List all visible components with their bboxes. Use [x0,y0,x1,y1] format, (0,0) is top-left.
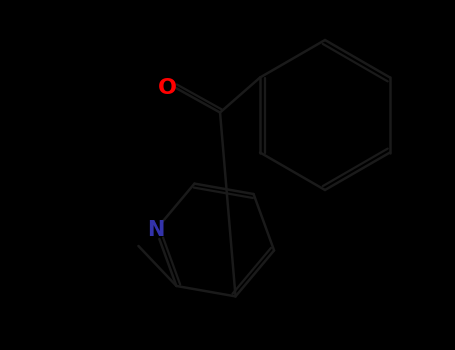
Text: O: O [157,77,177,98]
Text: N: N [147,219,165,240]
